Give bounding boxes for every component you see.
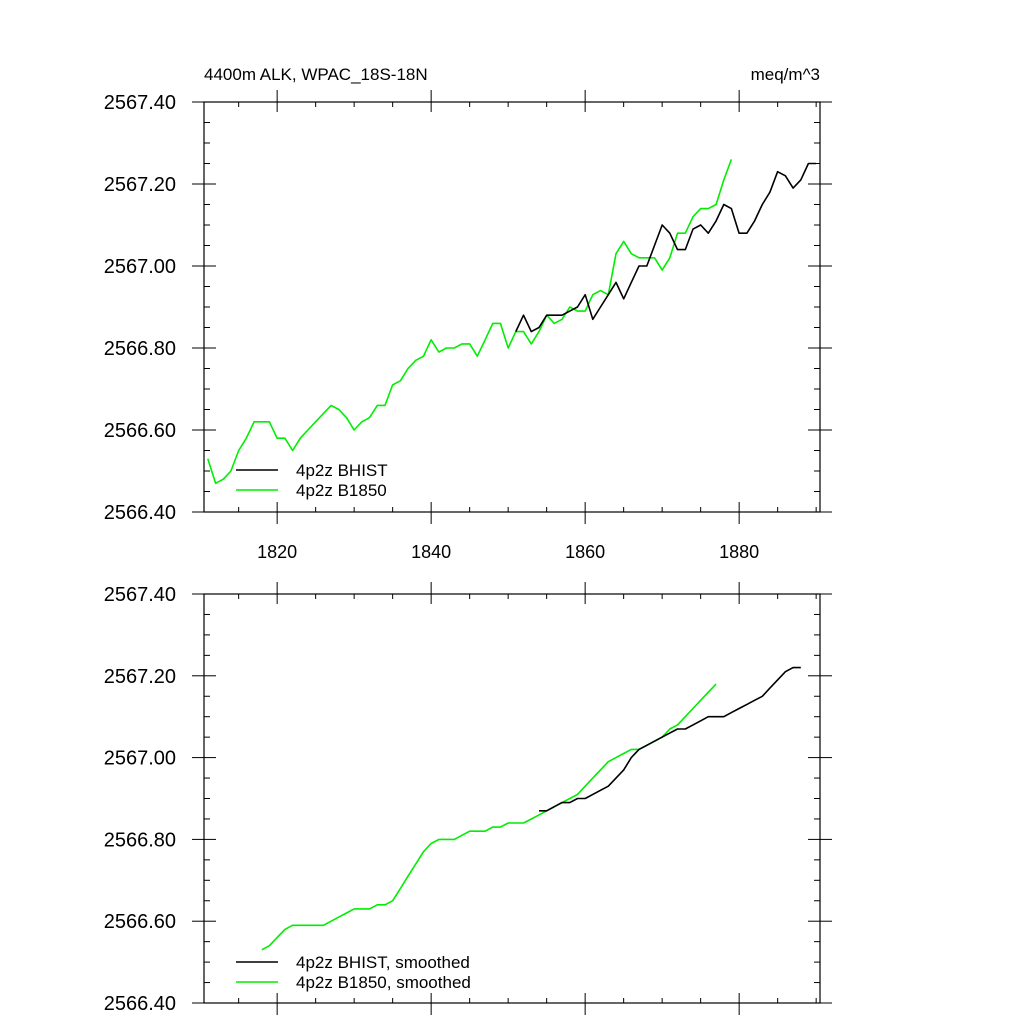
x-tick-label: 1880 xyxy=(719,542,759,562)
series-line-1 xyxy=(207,159,733,485)
legend-label: 4p2z BHIST xyxy=(296,461,388,480)
chart-units: meq/m^3 xyxy=(751,65,820,84)
y-tick-label: 2566.80 xyxy=(104,338,176,360)
y-tick-label: 2567.00 xyxy=(104,748,176,770)
series-line-0 xyxy=(515,162,817,333)
y-tick-label: 2567.20 xyxy=(104,174,176,196)
series-lines xyxy=(261,666,801,951)
y-tick-label: 2566.40 xyxy=(104,502,176,524)
legend-label: 4p2z B1850 xyxy=(296,481,387,500)
y-tick-label: 2566.60 xyxy=(104,420,176,442)
x-tick-label: 1860 xyxy=(565,542,605,562)
series-line-1 xyxy=(261,683,717,951)
y-tick-label: 2567.40 xyxy=(104,584,176,606)
plot-frame xyxy=(203,101,821,513)
series-lines xyxy=(207,159,817,485)
y-tick-label: 2566.40 xyxy=(104,993,176,1015)
y-tick-label: 2567.00 xyxy=(104,256,176,278)
chart-title: 4400m ALK, WPAC_18S-18N xyxy=(204,65,428,84)
y-tick-label: 2567.20 xyxy=(104,666,176,688)
legend-label: 4p2z BHIST, smoothed xyxy=(296,953,470,972)
plot-frame xyxy=(203,593,821,1004)
series-line-0 xyxy=(539,666,801,812)
y-tick-label: 2567.40 xyxy=(104,92,176,114)
bottom-panel: 2566.40 2566.60 2566.80 2567.00 2567.20 2567.… xyxy=(104,582,832,1015)
top-panel: 4400m ALK, WPAC_18S-18N meq/m^3 1820 1840… xyxy=(104,65,832,562)
y-tick-label: 2566.80 xyxy=(104,829,176,851)
legend-label: 4p2z B1850, smoothed xyxy=(296,973,471,992)
y-tick-label: 2566.60 xyxy=(104,911,176,933)
axis-ticks: 1820 1840 1860 1880 2566.40 2566.60 2566.80 256… xyxy=(104,90,832,562)
x-tick-label: 1820 xyxy=(257,542,297,562)
x-tick-label: 1840 xyxy=(411,542,451,562)
axis-ticks: 2566.40 2566.60 2566.80 2567.00 2567.20 2567.… xyxy=(104,582,832,1015)
